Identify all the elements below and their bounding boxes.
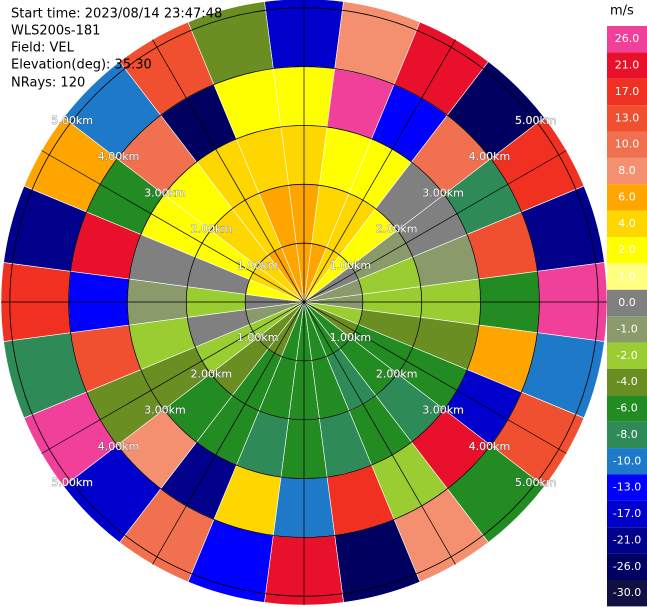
overlay: 1.00km 1.00km 1.00km 1.00km 2.00km 2.00km 2.00… [1, 0, 607, 605]
range-ring [9, 7, 599, 597]
colorbar-swatch [607, 500, 647, 528]
range-ring-label: 5.00km [51, 476, 93, 489]
colorbar-swatch [607, 105, 647, 132]
colorbar-swatch [607, 474, 647, 501]
colorbar-swatch [607, 78, 647, 106]
spoke [303, 301, 456, 565]
colorbar-label: -4.0 [616, 375, 637, 388]
range-ring-label: 1.00km [237, 259, 279, 272]
header-line: Start time: 2023/08/14 23:47:48 [11, 7, 222, 22]
colorbar-swatch [607, 52, 647, 79]
colorbar-label: -8.0 [616, 428, 637, 441]
range-ring-label: 5.00km [515, 476, 557, 489]
range-ring-label: 3.00km [422, 186, 464, 199]
colorbar-swatch [607, 342, 647, 369]
colorbar-label: -30.0 [613, 586, 641, 599]
colorbar-label: 8.0 [618, 164, 636, 177]
spoke [303, 39, 456, 303]
colorbar-swatch [607, 316, 647, 343]
colorbar-label: 4.0 [618, 217, 636, 230]
spoke [303, 301, 567, 454]
colorbar-label: 17.0 [615, 85, 640, 98]
colorbar-label: 21.0 [615, 59, 640, 72]
range-ring-label: 3.00km [422, 404, 464, 417]
colorbar-label: -17.0 [613, 507, 641, 520]
colorbar-swatch [607, 210, 647, 238]
range-ring-label: 4.00km [98, 150, 140, 163]
range-ring-label: 2.00km [376, 367, 418, 380]
range-ring-label: 1.00km [330, 331, 372, 344]
colorbar-label: -1.0 [616, 322, 637, 335]
range-ring-label: 4.00km [469, 150, 511, 163]
colorbar-swatch [607, 26, 647, 53]
colorbar-label: 2.0 [618, 243, 636, 256]
colorbar-label: 26.0 [615, 32, 640, 45]
range-ring-label: 2.00km [190, 223, 232, 236]
colorbar-swatch [607, 421, 647, 449]
header-line: Elevation(deg): 35.30 [11, 58, 152, 73]
colorbar-swatch [607, 263, 647, 290]
colorbar-swatch [607, 184, 647, 211]
range-ring-label: 3.00km [144, 404, 186, 417]
spoke [303, 150, 567, 303]
colorbar-label: -26.0 [613, 560, 641, 573]
colorbar-swatch [607, 157, 647, 185]
range-ring [244, 242, 364, 362]
header-line: NRays: 120 [11, 76, 85, 91]
range-ring-label: 2.00km [376, 223, 418, 236]
range-ring-label: 1.00km [237, 331, 279, 344]
range-ring-label: 4.00km [469, 440, 511, 453]
ppi-field [0, 0, 608, 606]
colorbar-label: -10.0 [613, 454, 641, 467]
range-ring-label: 5.00km [515, 114, 557, 127]
colorbar-label: -13.0 [613, 481, 641, 494]
colorbar-swatch [607, 448, 647, 475]
colorbar-label: -6.0 [616, 402, 637, 415]
range-ring-label: 1.00km [330, 259, 372, 272]
colorbar-label: 0.0 [618, 296, 636, 309]
spoke [152, 39, 305, 303]
spoke [152, 301, 305, 565]
colorbar-swatch [607, 131, 647, 158]
colorbar-swatch [607, 553, 647, 580]
colorbar-label: -21.0 [613, 533, 641, 546]
range-ring [185, 183, 423, 421]
colorbar-swatch [607, 368, 647, 396]
header-line: WLS200s-181 [11, 24, 100, 39]
colorbar-label: 1.0 [618, 270, 636, 283]
range-ring-label: 5.00km [51, 114, 93, 127]
colorbar-swatch [607, 580, 647, 607]
colorbar-swatch [607, 527, 647, 554]
range-ring-label: 4.00km [98, 440, 140, 453]
header-line: Field: VEL [11, 41, 75, 56]
colorbar-label: 13.0 [615, 111, 640, 124]
range-ring-label: 3.00km [144, 186, 186, 199]
colorbar-label: 10.0 [615, 138, 640, 151]
colorbar-swatch [607, 289, 647, 317]
spoke [41, 301, 305, 454]
range-ring [68, 66, 540, 538]
colorbar-swatch [607, 395, 647, 422]
spoke [41, 150, 305, 303]
colorbar-swatch [607, 237, 647, 264]
colorbar-label: 6.0 [618, 190, 636, 203]
colorbar-label: -2.0 [616, 349, 637, 362]
range-ring [127, 125, 481, 479]
range-ring-label: 2.00km [190, 367, 232, 380]
colorbar-title: m/s [610, 4, 634, 19]
